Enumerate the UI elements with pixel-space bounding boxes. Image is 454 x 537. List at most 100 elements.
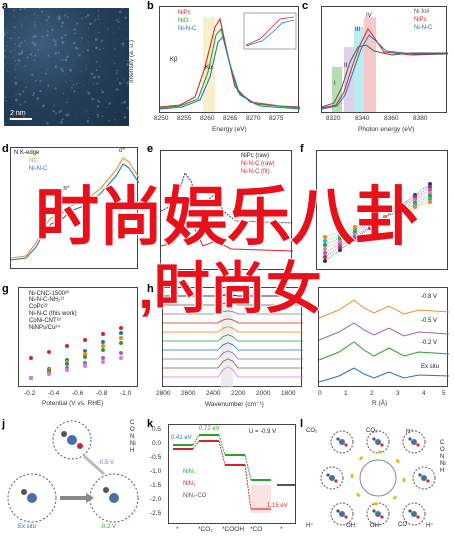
tem-speck bbox=[34, 24, 37, 27]
panel-g-xtick: -1.0 bbox=[120, 390, 132, 397]
tem-speck bbox=[71, 46, 73, 48]
tem-speck bbox=[107, 27, 109, 29]
scatter-point bbox=[29, 356, 33, 360]
tem-speck bbox=[32, 94, 34, 97]
tem-speck bbox=[59, 109, 63, 112]
tem-speck bbox=[31, 73, 34, 76]
label-ex-situ: Ex situ bbox=[18, 524, 37, 530]
tem-speck bbox=[94, 38, 98, 41]
tem-speck bbox=[75, 46, 78, 50]
tem-speck bbox=[70, 86, 73, 89]
tem-speck bbox=[80, 37, 83, 39]
label-minus-0-8v: -0.8 V bbox=[421, 294, 438, 300]
tem-speck bbox=[39, 90, 42, 93]
label-oh-minus: OH⁻ bbox=[346, 523, 359, 529]
tem-speck bbox=[52, 38, 55, 42]
panel-g-xtick: -0.4 bbox=[48, 390, 60, 397]
scatter-guide bbox=[324, 198, 431, 242]
c-atom bbox=[103, 487, 109, 493]
tem-speck bbox=[81, 17, 83, 20]
tem-speck bbox=[60, 67, 63, 71]
tem-speck bbox=[33, 13, 36, 15]
tem-speck bbox=[86, 65, 88, 67]
panel-h-xtick: 2000 bbox=[256, 390, 271, 397]
tem-speck bbox=[97, 18, 100, 21]
legend-ni: Ni bbox=[440, 461, 446, 467]
label-h-plus: H⁺ bbox=[406, 429, 414, 435]
tem-speck bbox=[95, 69, 98, 72]
spectrum-line bbox=[163, 326, 303, 333]
tem-speck bbox=[61, 41, 65, 44]
tem-speck bbox=[66, 113, 70, 117]
tem-speck bbox=[123, 59, 125, 61]
label-co2: CO₂ bbox=[366, 428, 378, 434]
energy-072: 0.72 eV bbox=[199, 426, 220, 432]
tem-speck bbox=[122, 77, 124, 79]
curve-ex-situ bbox=[318, 367, 450, 383]
tem-speck bbox=[41, 35, 44, 38]
legend-o: O bbox=[130, 427, 135, 433]
tem-speck bbox=[76, 22, 79, 25]
panel-k-ytick: -1.5 bbox=[150, 482, 162, 489]
o-atom bbox=[77, 443, 83, 449]
tem-speck bbox=[100, 89, 103, 91]
tem-speck bbox=[116, 69, 119, 72]
panel-d-curves bbox=[10, 157, 140, 261]
curve-ninc bbox=[321, 34, 448, 110]
tem-speck bbox=[38, 8, 41, 9]
tem-speck bbox=[12, 56, 14, 59]
c-atom bbox=[372, 437, 376, 441]
intermediate-ring bbox=[330, 502, 354, 526]
tem-speck bbox=[115, 19, 118, 22]
tem-speck bbox=[108, 102, 111, 105]
tem-speck bbox=[23, 39, 26, 42]
legend-coni-cnt: CoNi-CNT²³ bbox=[29, 318, 61, 324]
tem-speck bbox=[79, 52, 81, 54]
tem-speck bbox=[75, 82, 78, 85]
panel-c-curves bbox=[321, 17, 449, 112]
tem-speck bbox=[35, 79, 37, 82]
panel-k-xcat: *COOH bbox=[222, 526, 245, 533]
tem-speck bbox=[45, 19, 48, 22]
panel-b-plot: NiPc NiO Ni-N-C Kβ Kα bbox=[159, 6, 301, 113]
tem-speck bbox=[32, 36, 35, 38]
scatter-point bbox=[65, 368, 69, 372]
tem-speck bbox=[117, 20, 120, 23]
tem-speck bbox=[65, 13, 67, 15]
c-atom bbox=[336, 437, 340, 441]
panel-k-ytick: 0.0 bbox=[152, 440, 162, 447]
tem-speck bbox=[69, 44, 71, 46]
tem-speck bbox=[78, 54, 81, 57]
legend-ninc: Ni-N-C bbox=[29, 166, 48, 172]
tem-speck bbox=[111, 59, 113, 61]
ni-atom bbox=[339, 439, 345, 445]
spectrum-line bbox=[163, 358, 303, 369]
tem-speck bbox=[15, 76, 17, 79]
scatter-point bbox=[101, 332, 105, 336]
annot-iv: IV bbox=[366, 13, 372, 19]
panel-g-points bbox=[29, 326, 123, 380]
legend-c: C bbox=[130, 420, 135, 426]
tem-speck bbox=[114, 47, 116, 50]
tem-speck bbox=[16, 63, 19, 66]
tem-speck bbox=[6, 32, 8, 34]
tem-speck bbox=[4, 33, 6, 37]
panel-k-ytick: 0.5 bbox=[152, 426, 162, 433]
tem-speck bbox=[22, 90, 25, 93]
label-oh-minus: OH⁻ bbox=[370, 523, 383, 529]
tem-speck bbox=[123, 116, 127, 119]
panel-k-xcat: * bbox=[176, 526, 179, 533]
spectrum-line bbox=[163, 318, 303, 324]
panel-c-xtick: 8360 bbox=[384, 115, 399, 122]
tem-speck bbox=[17, 36, 20, 39]
panel-f-points bbox=[323, 182, 432, 263]
scatter-point bbox=[83, 352, 87, 356]
o-atom bbox=[344, 515, 348, 519]
tem-speck bbox=[118, 27, 120, 29]
tem-speck bbox=[44, 10, 46, 12]
tem-speck bbox=[69, 68, 73, 72]
c-atom bbox=[21, 489, 27, 495]
scatter-point bbox=[83, 355, 87, 359]
panel-h-plot bbox=[162, 287, 303, 388]
panel-k-ytick: -1.0 bbox=[150, 468, 162, 475]
